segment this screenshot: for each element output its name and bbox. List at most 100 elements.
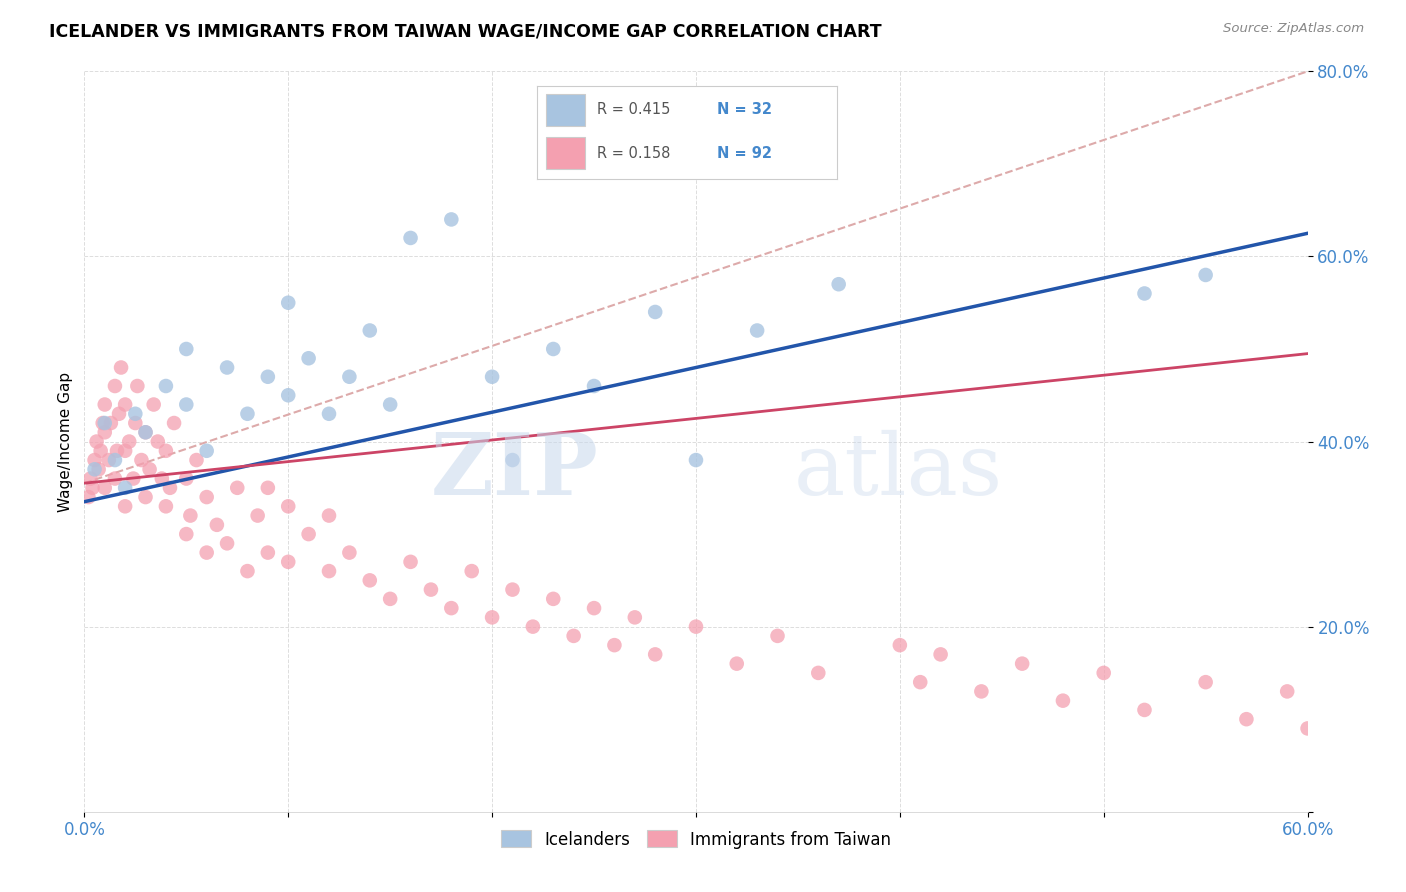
Point (217, 360, 239, 375)
Point (298, 351, 321, 366)
Point (440, 212, 463, 227)
Point (87, 462, 110, 476)
Point (179, 508, 201, 523)
Point (318, 508, 340, 523)
Point (174, 398, 197, 412)
Point (246, 508, 269, 523)
Point (155, 500, 177, 514)
Point (163, 416, 186, 430)
Point (828, 277, 851, 292)
Point (114, 398, 136, 412)
Point (1133, 703, 1156, 717)
Point (420, 582, 443, 597)
Point (93, 398, 115, 412)
Point (522, 619, 544, 633)
Point (747, 324, 769, 338)
Point (127, 379, 149, 393)
Point (97, 453, 120, 467)
Point (725, 657, 748, 671)
Point (114, 481, 136, 495)
Point (359, 324, 381, 338)
Point (644, 648, 666, 662)
Point (93, 425, 115, 440)
Point (150, 472, 173, 486)
Point (93, 481, 115, 495)
Point (114, 443, 136, 458)
Point (114, 500, 136, 514)
Point (298, 527, 321, 541)
Point (1378, 731, 1400, 745)
Point (603, 638, 626, 652)
Point (93, 416, 115, 430)
Point (624, 610, 647, 624)
Point (1011, 657, 1033, 671)
Point (174, 342, 197, 356)
Point (105, 443, 128, 458)
Point (399, 231, 422, 245)
Point (359, 574, 381, 588)
Point (1195, 675, 1218, 690)
Point (90, 443, 112, 458)
Point (1277, 684, 1299, 698)
Point (82, 481, 104, 495)
Point (277, 295, 299, 310)
Point (104, 472, 127, 486)
Point (124, 416, 146, 430)
Point (583, 379, 606, 393)
Point (399, 555, 422, 569)
Point (929, 648, 952, 662)
Point (174, 527, 197, 541)
Y-axis label: Wage/Income Gap: Wage/Income Gap (58, 371, 73, 512)
Point (543, 342, 565, 356)
Point (502, 453, 524, 467)
Point (339, 369, 361, 384)
Point (543, 591, 565, 606)
Point (277, 555, 299, 569)
Point (318, 564, 340, 578)
Point (970, 684, 993, 698)
Point (277, 500, 299, 514)
Point (1236, 712, 1258, 726)
Point (91, 416, 114, 430)
Point (1052, 694, 1074, 708)
Point (318, 407, 340, 421)
Point (138, 462, 160, 476)
Point (77, 490, 100, 504)
Point (481, 369, 503, 384)
Point (339, 545, 361, 560)
Point (135, 425, 157, 440)
Point (205, 517, 228, 532)
Point (159, 481, 181, 495)
Point (685, 619, 707, 633)
Legend: Icelanders, Immigrants from Taiwan: Icelanders, Immigrants from Taiwan (494, 823, 898, 855)
Point (124, 407, 146, 421)
Point (766, 629, 789, 643)
Point (685, 453, 707, 467)
Point (644, 305, 666, 319)
Point (104, 379, 127, 393)
Point (236, 564, 259, 578)
Point (257, 545, 280, 560)
Point (146, 434, 169, 449)
Point (86, 434, 108, 449)
Point (502, 582, 524, 597)
Point (440, 601, 463, 615)
Point (195, 443, 218, 458)
Point (195, 490, 218, 504)
Point (562, 629, 585, 643)
Point (380, 591, 402, 606)
Text: atlas: atlas (794, 430, 1002, 513)
Point (236, 407, 259, 421)
Point (155, 379, 177, 393)
Point (100, 416, 122, 430)
Text: Source: ZipAtlas.com: Source: ZipAtlas.com (1223, 22, 1364, 36)
Point (83, 462, 105, 476)
Point (1092, 665, 1115, 680)
Point (380, 398, 402, 412)
Point (217, 536, 239, 550)
Point (135, 425, 157, 440)
Point (461, 564, 484, 578)
Point (1337, 694, 1360, 708)
Point (174, 472, 197, 486)
Point (277, 388, 299, 402)
